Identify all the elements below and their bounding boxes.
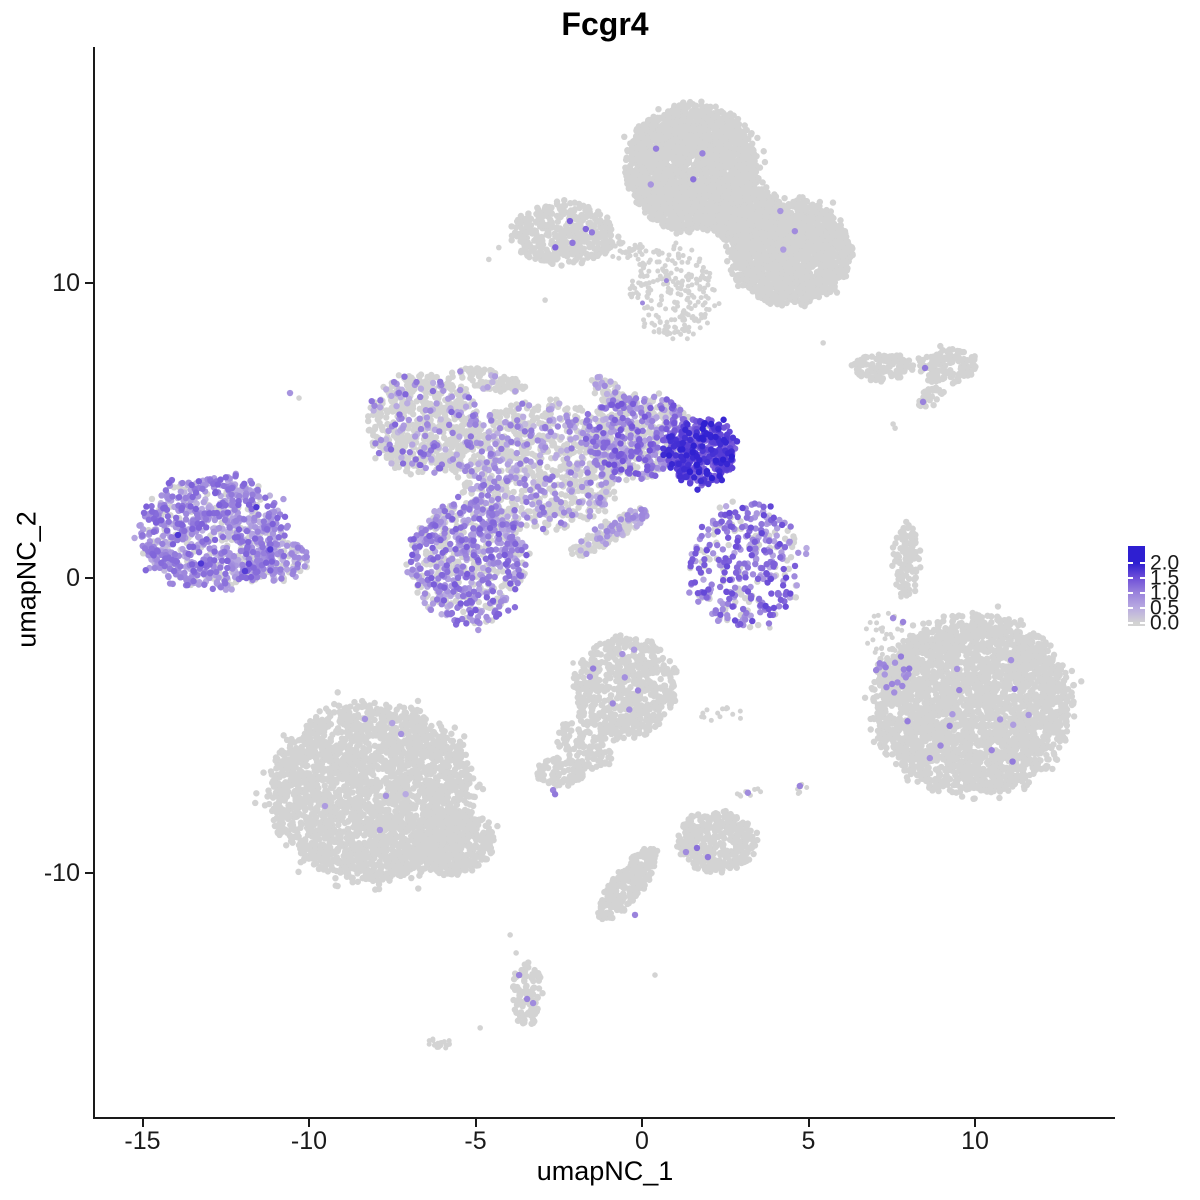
y-axis-title: umapNC_2	[11, 511, 42, 648]
legend-tick-mark-right	[1140, 592, 1145, 594]
legend-tick-mark-right	[1140, 577, 1145, 579]
y-axis-line	[93, 47, 95, 1119]
x-tick-label: -10	[290, 1127, 328, 1155]
y-tick-mark	[85, 282, 93, 284]
x-tick-mark	[641, 1119, 643, 1127]
legend-tick-label: 1.5	[1150, 566, 1180, 590]
legend-tick-mark-left	[1128, 592, 1133, 594]
legend-gradient-bar	[1128, 546, 1145, 626]
x-tick-label: -5	[464, 1127, 487, 1155]
legend-tick-mark-left	[1128, 622, 1133, 624]
legend-tick-mark-right	[1140, 607, 1145, 609]
y-tick-mark	[85, 872, 93, 874]
legend-tick-mark-right	[1140, 622, 1145, 624]
x-axis-title: umapNC_1	[536, 1156, 674, 1186]
umap-scatter-canvas	[95, 47, 1115, 1118]
x-tick-label: -15	[124, 1127, 161, 1155]
legend-tick-mark-left	[1128, 577, 1133, 579]
legend-tick-mark-left	[1128, 607, 1133, 609]
legend-tick-label: 2.0	[1150, 551, 1180, 575]
legend-tick-label: 0.0	[1150, 611, 1180, 635]
chart-title: Fcgr4	[561, 6, 649, 42]
x-tick-mark	[974, 1119, 976, 1127]
x-tick-label: 5	[801, 1127, 816, 1155]
x-tick-mark	[308, 1119, 310, 1127]
y-tick-label: 10	[52, 269, 80, 297]
y-tick-label: -10	[43, 859, 80, 887]
x-axis-line	[93, 1117, 1115, 1119]
legend-tick-label: 1.0	[1150, 581, 1180, 605]
legend-tick-label: 0.5	[1150, 596, 1180, 620]
x-tick-mark	[474, 1119, 477, 1127]
x-tick-label: 10	[961, 1127, 989, 1155]
y-tick-label: 0	[66, 564, 80, 592]
legend-tick-mark-right	[1140, 562, 1145, 564]
x-tick-mark	[141, 1119, 144, 1127]
x-tick-label: 0	[635, 1127, 649, 1155]
y-tick-mark	[85, 577, 93, 579]
legend-tick-mark-left	[1128, 562, 1133, 564]
x-tick-mark	[807, 1119, 810, 1127]
